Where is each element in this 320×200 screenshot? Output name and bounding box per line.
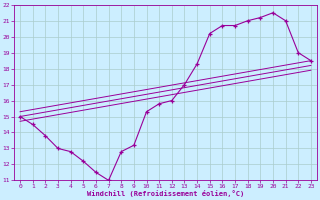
X-axis label: Windchill (Refroidissement éolien,°C): Windchill (Refroidissement éolien,°C) bbox=[87, 190, 244, 197]
